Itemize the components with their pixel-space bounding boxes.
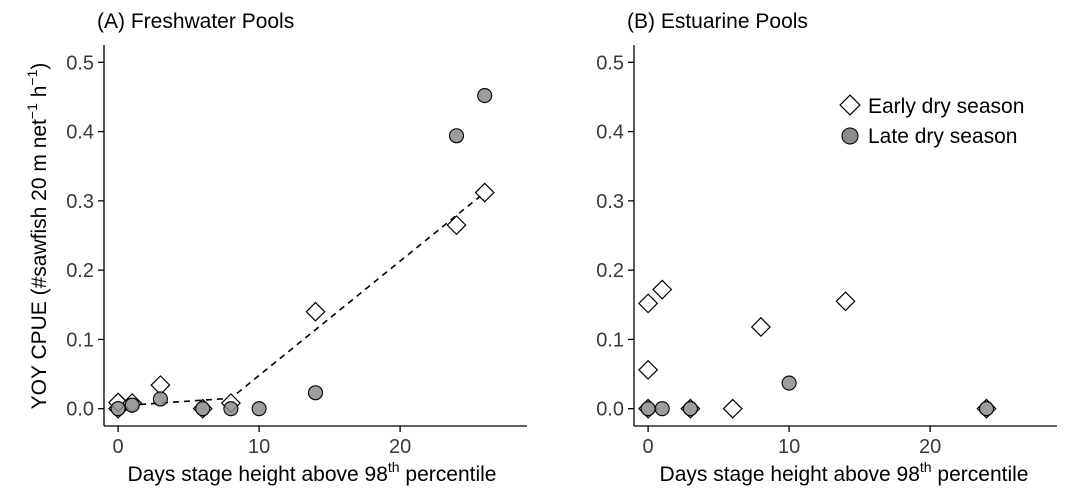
panel-a-late-point (195, 401, 211, 417)
panel-b-early-point (652, 279, 673, 300)
panel-b-early-point (835, 291, 856, 312)
panel-a-y-tick-label: 0.2 (66, 260, 94, 282)
panel-b-y-ticks: 0.0 0.1 0.2 0.3 0.4 0.5 (596, 52, 634, 421)
panel-a-y-ticks: 0.0 0.1 0.2 0.3 0.4 0.5 (66, 52, 104, 421)
panel-b-x-tick-label: 10 (778, 436, 800, 458)
panel-a-y-tick-label: 0.5 (66, 52, 94, 74)
panel-a-x-tick-label: 20 (389, 436, 411, 458)
panel-a-late-point (448, 128, 465, 144)
panel-a-late-point (223, 401, 239, 417)
panel-a-x-tick-label: 10 (248, 436, 270, 458)
panel-a-x-axis-title: Days stage height above 98th percentile (128, 459, 497, 486)
legend-late-marker-icon (841, 127, 859, 145)
panel-a-late-point (251, 401, 267, 417)
panel-b-late-point (978, 401, 995, 417)
panel-a-x-tick-label: 0 (113, 436, 124, 458)
legend-late-label: Late dry season (868, 125, 1017, 148)
legend-early-marker-icon (839, 94, 861, 116)
y-axis-title: YOY CPUE (#sawfish 20 m net−1 h−1) (24, 63, 51, 410)
panel-b-y-tick-label: 0.2 (596, 260, 624, 282)
panel-a-late-point (124, 397, 140, 413)
panel-a-y-tick-label: 0.4 (66, 122, 94, 144)
panel-b-y-tick-label: 0.1 (596, 329, 624, 351)
panel-b-y-tick-label: 0.4 (596, 122, 624, 144)
panel-a-late-point (110, 401, 126, 417)
panel-a-y-tick-label: 0.1 (66, 329, 94, 351)
panel-b-late-point (640, 401, 656, 417)
panel-b-early-point (638, 293, 659, 314)
panel-b-y-tick-label: 0.0 (596, 399, 624, 421)
panel-a-title: (A) Freshwater Pools (97, 10, 294, 33)
panel-b-late-point (781, 375, 797, 391)
panel-b-title: (B) Estuarine Pools (627, 10, 808, 33)
panel-b-x-tick-label: 20 (919, 436, 941, 458)
panel-b-early-point (638, 359, 659, 380)
panel-a-late-point (477, 88, 493, 104)
panel-freshwater-pools: (A) Freshwater Pools 0.00.10.20.30.40.5 … (66, 10, 527, 486)
panel-b-y-tick-label: 0.5 (596, 52, 624, 74)
panel-a-points (108, 88, 495, 419)
panel-b-late-point (654, 401, 670, 417)
panel-a-late-point (307, 385, 324, 401)
panel-a-late-point (152, 391, 168, 407)
panel-a-x-ticks: 0 10 20 (113, 426, 411, 458)
panel-estuarine-pools: (B) Estuarine Pools 0.0 0.1 0.2 0.3 0.4 0.5 0… (596, 10, 1057, 486)
panel-b-x-tick-label: 0 (643, 436, 654, 458)
panel-b-x-ticks: 0 10 20 (643, 426, 941, 458)
legend: Early dry season Late dry season (839, 94, 1024, 148)
legend-early-label: Early dry season (868, 95, 1024, 118)
panel-a-fit-line (118, 191, 486, 407)
panel-a-y-tick-label: 0.3 (66, 191, 94, 213)
panel-b-early-point (722, 398, 743, 419)
panel-a-early-point (446, 215, 467, 236)
panel-b-x-axis-title: Days stage height above 98th percentile (660, 459, 1029, 486)
panel-b-early-point (750, 316, 771, 337)
panel-a-early-point (305, 301, 326, 322)
panel-a-fit-line-group (118, 191, 486, 407)
panel-b-y-tick-label: 0.3 (596, 191, 624, 213)
panel-a-early-point (474, 182, 495, 203)
panel-b-points (638, 279, 997, 419)
panel-a-early-point (150, 375, 171, 396)
panel-a-y-tick-label: 0.0 (66, 399, 94, 421)
panel-b-late-point (682, 401, 698, 417)
